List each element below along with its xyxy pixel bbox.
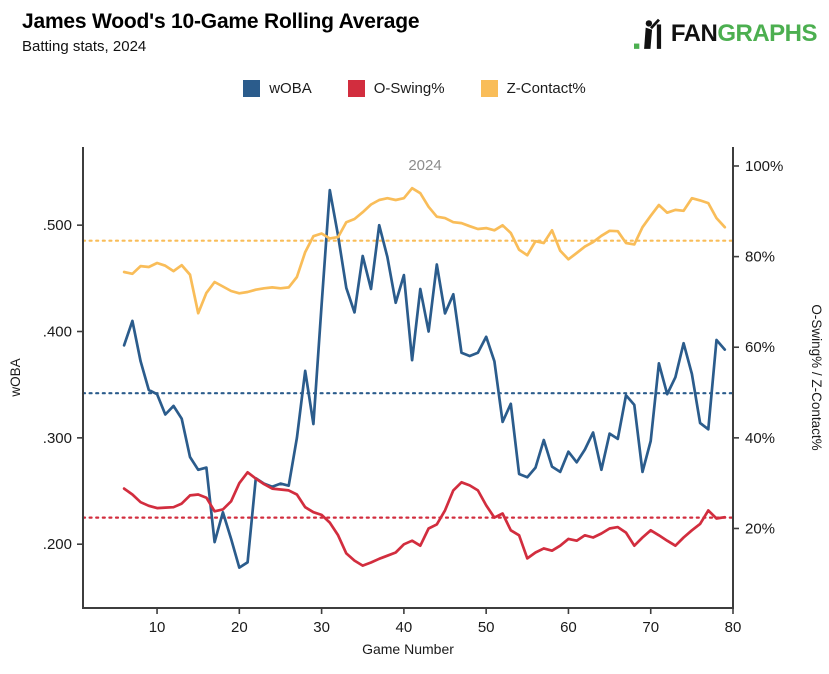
legend-swatch-oswing [348,80,365,97]
left-tick-label: .300 [43,430,72,447]
legend-item-woba: wOBA [243,80,312,97]
fangraphs-logo-wordmark: FANGRAPHS [671,20,817,48]
fangraphs-logo-fan: FAN [671,20,718,47]
left-tick-label: .400 [43,324,72,341]
page-subtitle: Batting stats, 2024 [22,38,419,55]
x-tick-label: 20 [231,619,248,636]
x-tick-label: 50 [478,619,495,636]
year-annotation: 2024 [408,157,441,174]
legend-label-oswing: O-Swing% [374,80,445,97]
right-tick-label: 60% [745,339,775,356]
left-axis-title: wOBA [8,358,23,397]
left-tick-label: .200 [43,536,72,553]
x-tick-label: 40 [396,619,413,636]
legend-item-oswing: O-Swing% [348,80,445,97]
plot-spines [83,147,733,608]
legend-swatch-zcontact [481,80,498,97]
x-axis-title: Game Number [362,641,454,657]
x-tick-label: 80 [725,619,742,636]
legend-label-zcontact: Z-Contact% [507,80,586,97]
legend-item-zcontact: Z-Contact% [481,80,586,97]
chart-header: James Wood's 10-Game Rolling Average Bat… [22,10,419,55]
right-tick-label: 100% [745,158,783,175]
x-tick-label: 70 [642,619,659,636]
legend-swatch-woba [243,80,260,97]
x-tick-label: 60 [560,619,577,636]
right-axis-title: O-Swing% / Z-Contact% [809,304,824,450]
legend-label-woba: wOBA [269,80,312,97]
chart-area: .200 .300 .400 .500 20% 40% 60% 80% 100% 10 20 30 40… [0,0,829,669]
rolling-average-chart: .200 .300 .400 .500 20% 40% 60% 80% 100% 10 20 30 40… [0,0,829,669]
left-tick-label: .500 [43,217,72,234]
page-title: James Wood's 10-Game Rolling Average [22,10,419,34]
series-line-oswing [124,472,725,565]
legend: wOBA O-Swing% Z-Contact% [0,80,829,97]
x-tick-label: 10 [149,619,166,636]
right-tick-label: 80% [745,249,775,266]
right-tick-label: 20% [745,520,775,537]
x-tick-label: 30 [313,619,330,636]
series-line-zcontact [124,188,725,313]
fangraphs-logo-graphs: GRAPHS [717,20,817,47]
fangraphs-logo: FANGRAPHS [634,18,817,50]
fangraphs-logo-icon [634,18,668,50]
right-tick-label: 40% [745,430,775,447]
